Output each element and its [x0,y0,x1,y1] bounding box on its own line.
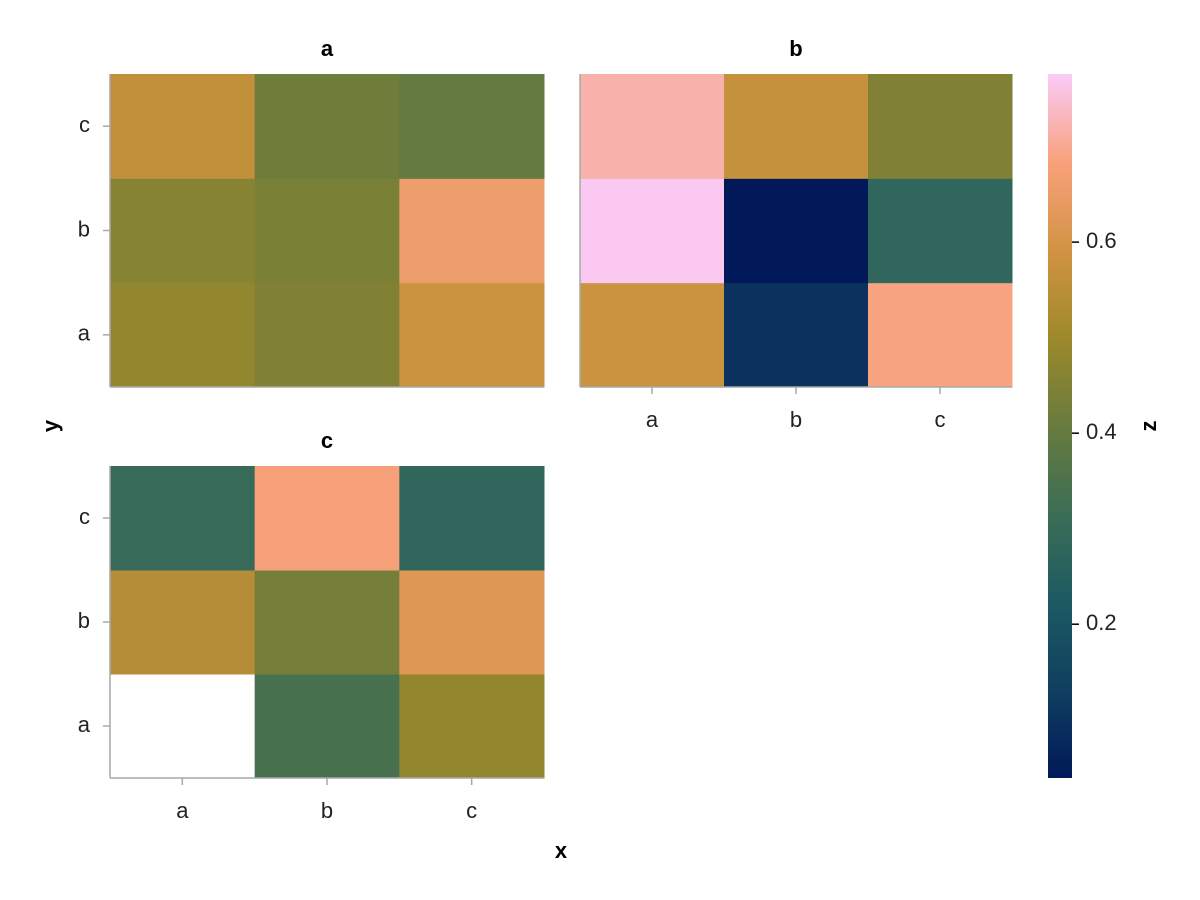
heatmap-cell [254,282,400,388]
heatmap-cell [724,74,869,179]
colorbar-tick-label: 0.6 [1086,228,1117,253]
heatmap-cell [580,178,725,284]
heatmap-cell [110,570,256,675]
heatmap-cell [399,282,545,388]
heatmap-cell [254,674,400,779]
x-tick-label: a [646,407,659,432]
facet-title: b [789,36,802,61]
x-tick-label: a [176,798,189,823]
heatmap-cell [399,570,545,675]
heatmap-cell [110,282,256,388]
y-tick-label: c [79,112,90,137]
heatmap-cell [580,282,725,388]
colorbar [1048,74,1072,778]
y-tick-label: c [79,504,90,529]
facet-title: c [321,428,333,453]
heatmap-cell [399,74,545,179]
heatmap-cell [868,74,1013,179]
heatmap-cell [868,282,1013,388]
facet-title: a [321,36,334,61]
colorbar-label: z [1136,421,1161,432]
heatmap-cell [110,178,256,284]
heatmap-cell [110,74,256,179]
heatmap-cell [580,74,725,179]
heatmap-cell [254,570,400,675]
heatmap-cell [254,74,400,179]
x-axis-label: x [555,838,568,863]
y-tick-label: b [78,216,90,241]
heatmap-cell [399,178,545,284]
heatmap-cell [399,466,545,571]
x-tick-label: b [321,798,333,823]
heatmap-cell [110,466,256,571]
heatmap-cell [868,178,1013,284]
y-tick-label: a [78,712,91,737]
y-tick-label: a [78,321,91,346]
x-tick-label: c [466,798,477,823]
heatmap-cell [724,282,869,388]
x-tick-label: b [790,407,802,432]
colorbar-tick-label: 0.4 [1086,419,1117,444]
heatmap-cell [399,674,545,779]
heatmap-cell [724,178,869,284]
colorbar-tick-label: 0.2 [1086,610,1117,635]
y-tick-label: b [78,608,90,633]
x-tick-label: c [935,407,946,432]
y-axis-label: y [38,419,63,432]
heatmap-cell [254,466,400,571]
heatmap-cell [254,178,400,284]
